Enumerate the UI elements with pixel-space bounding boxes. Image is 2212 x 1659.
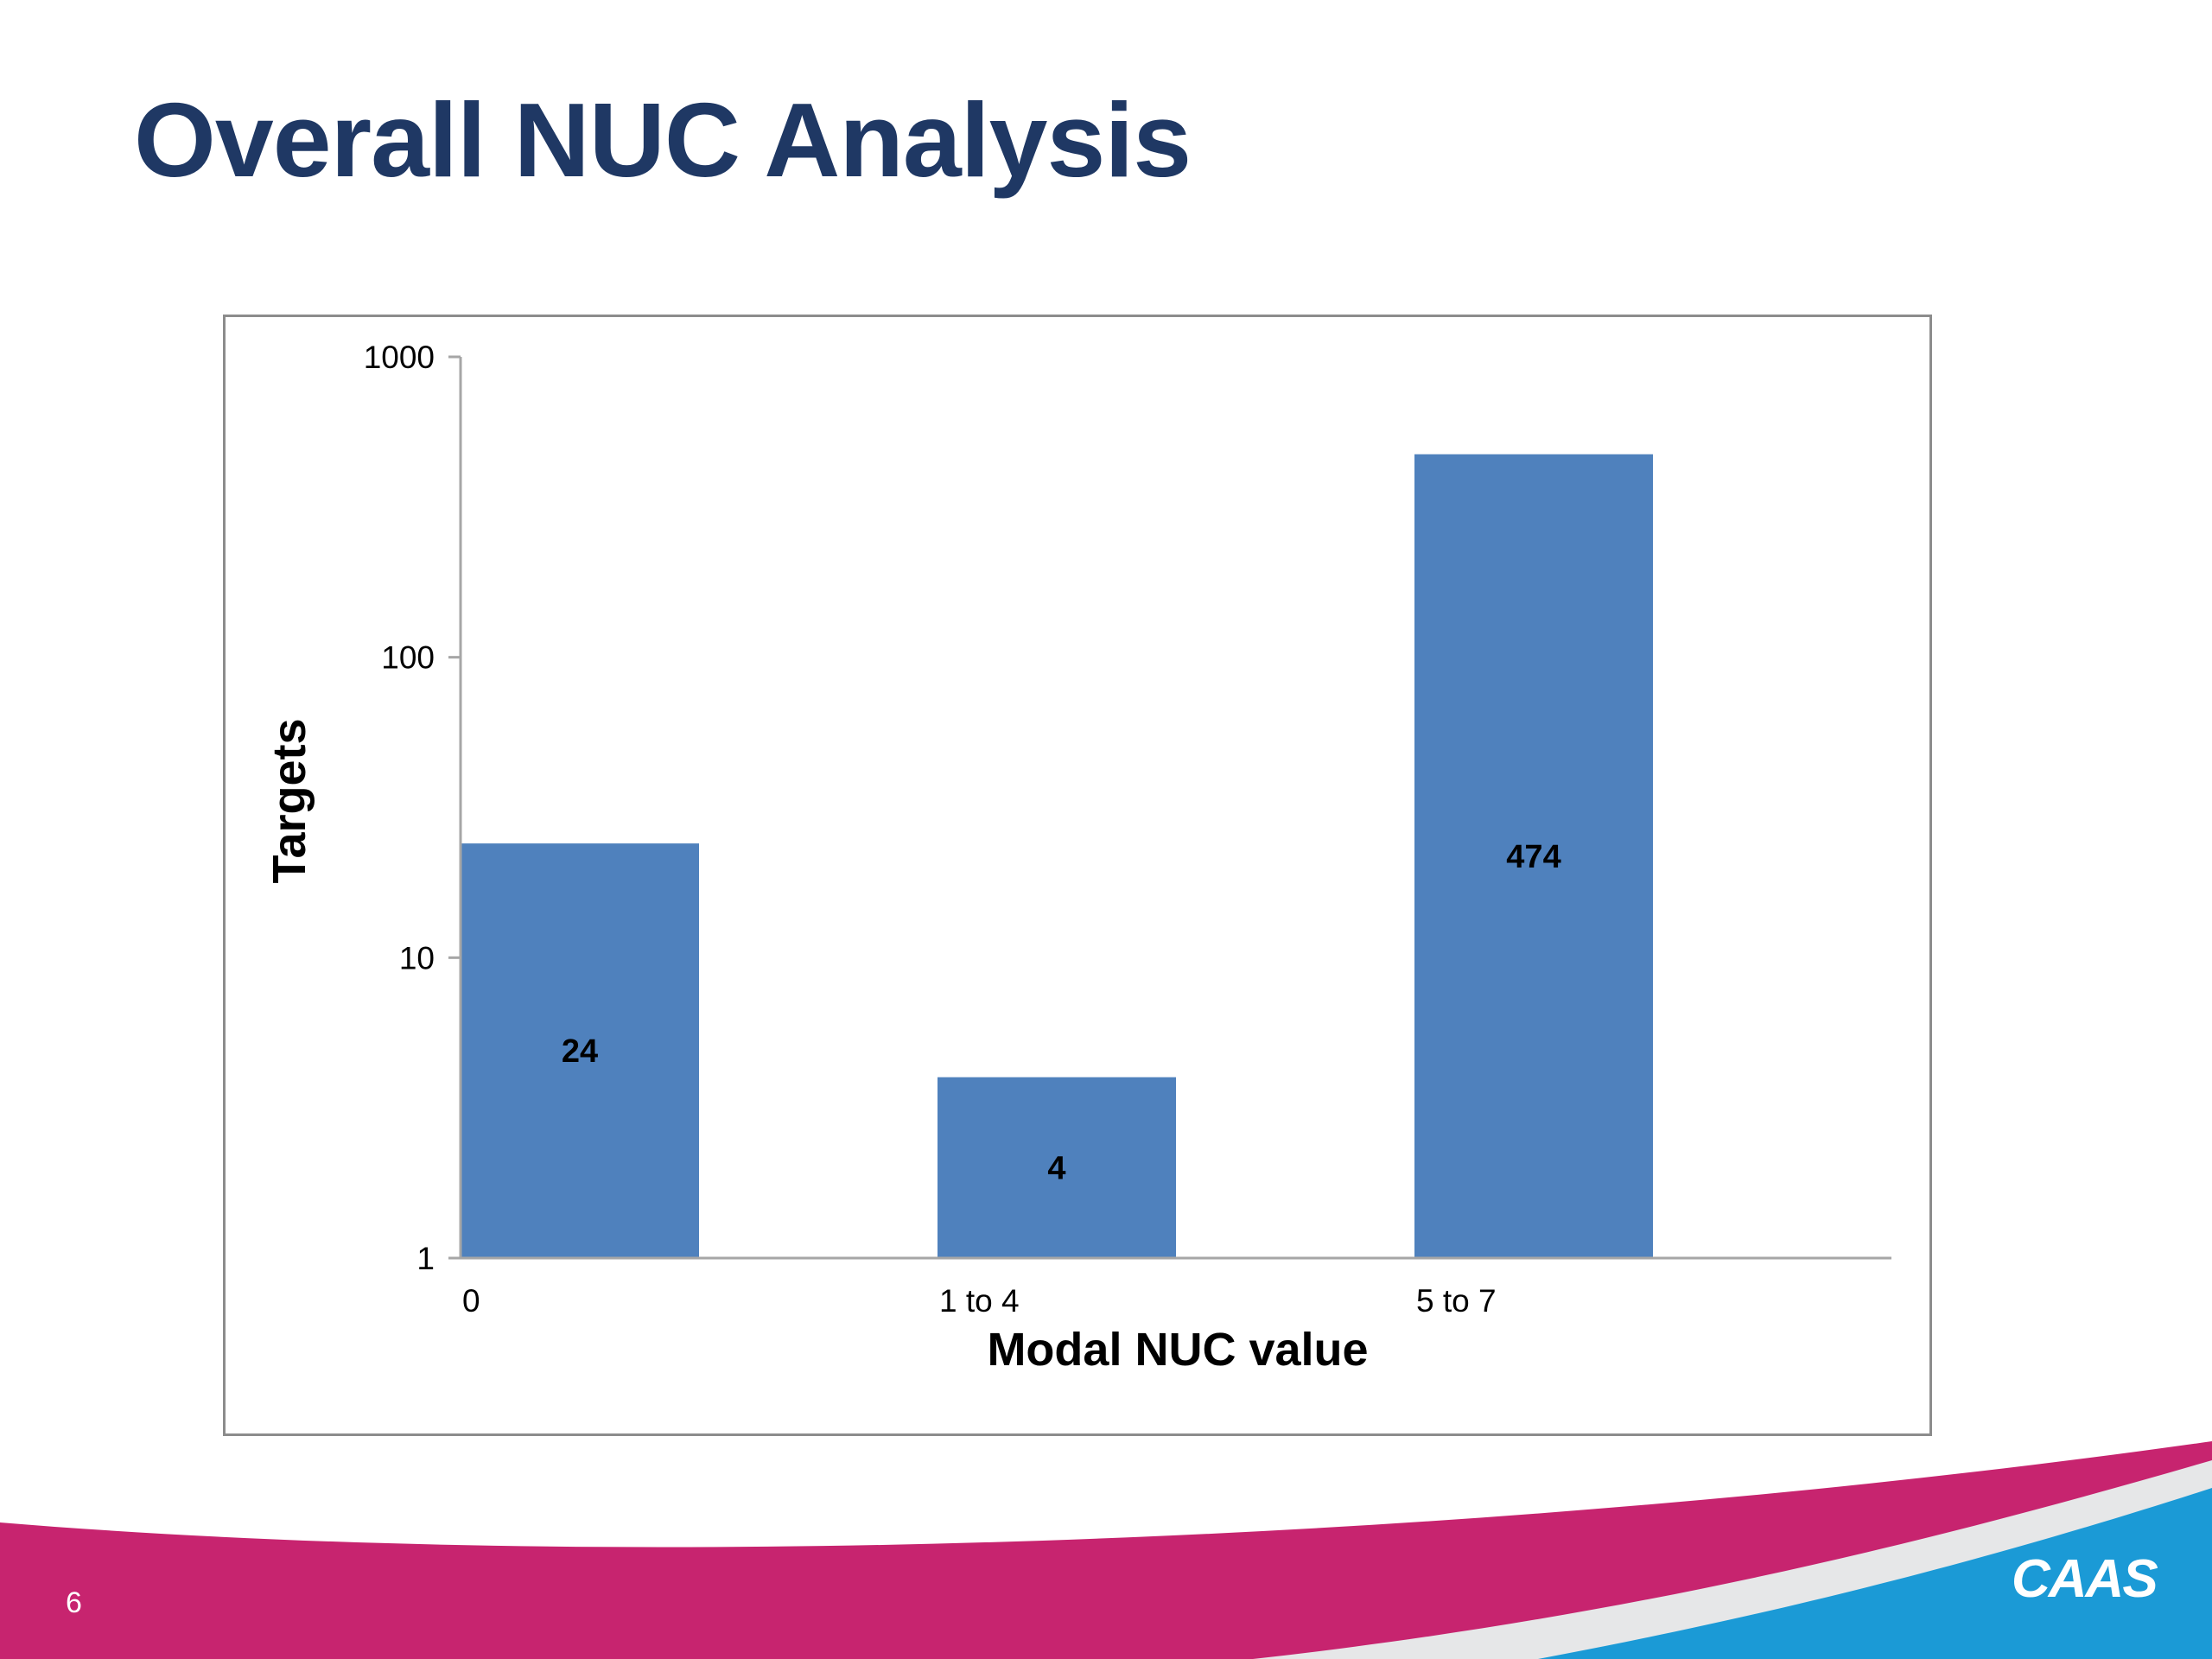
slide-title: Overall NUC Analysis — [134, 81, 1192, 199]
bar-0 — [461, 843, 699, 1258]
labels-layer: 24 0 4 1 to 4 474 5 to 7 1 10 100 1000 — [364, 340, 1561, 1319]
data-label-0: 24 — [562, 1033, 598, 1070]
bar-chart: 24 0 4 1 to 4 474 5 to 7 1 10 100 1000 Targets Mo… — [264, 340, 1891, 1376]
y-tick-label-0: 1 — [416, 1241, 435, 1276]
bar-2 — [1414, 454, 1653, 1258]
x-tick-label-1: 1 to 4 — [939, 1283, 1020, 1319]
bars-layer — [461, 454, 1653, 1258]
bar-1 — [938, 1077, 1176, 1258]
footer-blue-band — [1538, 1488, 2212, 1659]
axes-layer — [448, 355, 1891, 1260]
page-number: 6 — [66, 1586, 82, 1619]
data-label-1: 4 — [1047, 1150, 1065, 1186]
x-tick-label-0: 0 — [462, 1283, 480, 1319]
caas-logo: CAAS — [2012, 1549, 2158, 1609]
y-axis-title: Targets — [264, 718, 315, 883]
data-label-2: 474 — [1506, 839, 1560, 875]
y-tick-label-2: 100 — [381, 640, 435, 676]
x-tick-label-2: 5 to 7 — [1416, 1283, 1497, 1319]
y-tick-label-3: 1000 — [364, 340, 435, 375]
y-tick-label-1: 10 — [399, 940, 435, 976]
chart-frame: 24 0 4 1 to 4 474 5 to 7 1 10 100 1000 Targets Mo… — [223, 315, 1932, 1436]
x-axis-title: Modal NUC value — [987, 1324, 1368, 1376]
